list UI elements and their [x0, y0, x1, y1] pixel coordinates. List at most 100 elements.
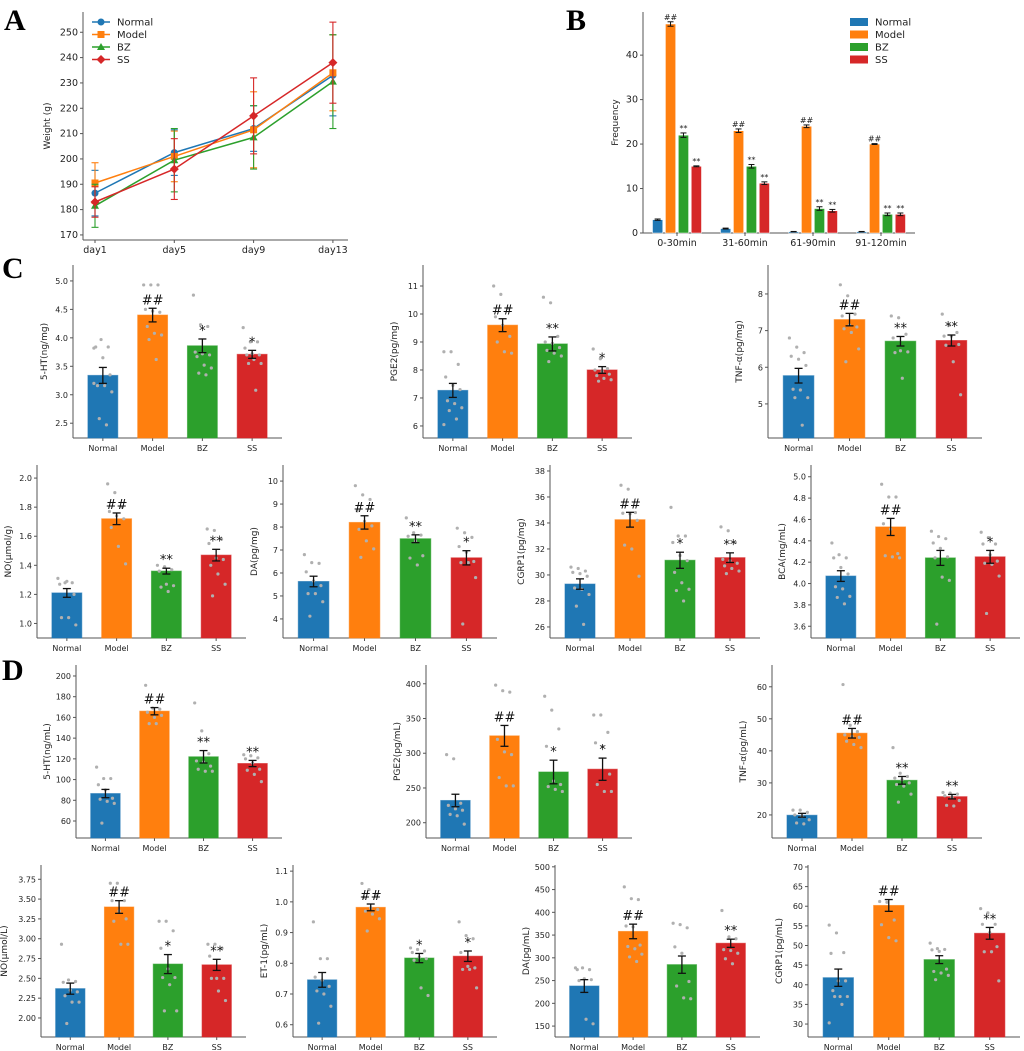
data-point: [142, 283, 146, 287]
significance-label: *: [165, 940, 172, 955]
data-point: [722, 948, 726, 952]
y-axis-label: ET-1(pg/mL): [260, 924, 270, 979]
x-tick-label: Model: [840, 844, 864, 853]
y-tick-label: 5: [273, 592, 278, 601]
bar-normal: [55, 988, 86, 1038]
bar-bz: [923, 959, 955, 1038]
marker-diamond: [249, 111, 259, 121]
y-tick-label: 60: [61, 817, 71, 826]
data-point: [445, 399, 450, 403]
data-point: [952, 804, 956, 808]
data-point: [598, 357, 602, 361]
data-point: [633, 510, 638, 515]
data-point: [569, 565, 573, 569]
data-point: [216, 989, 221, 993]
data-point: [159, 946, 163, 950]
data-point: [793, 813, 797, 817]
data-point: [209, 366, 213, 370]
data-point: [256, 756, 260, 760]
data-point: [497, 775, 501, 780]
y-axis-label: BCA(mg/mL): [778, 523, 788, 580]
data-point: [800, 423, 804, 427]
data-point: [878, 899, 882, 904]
data-point: [122, 899, 126, 903]
x-tick-label: Model: [491, 444, 515, 453]
data-point: [105, 799, 109, 803]
data-point: [116, 544, 121, 549]
bar-normal: [569, 985, 600, 1038]
x-tick-label: Model: [353, 644, 377, 653]
data-point: [242, 753, 246, 757]
data-point: [112, 801, 116, 806]
data-point: [941, 790, 945, 795]
data-point: [106, 345, 110, 349]
data-point: [891, 336, 895, 340]
data-point: [63, 994, 67, 998]
data-point: [122, 517, 126, 521]
data-point: [124, 917, 128, 921]
data-point: [221, 557, 225, 562]
bar-normal: [652, 219, 663, 234]
data-point: [806, 396, 810, 400]
data-point: [997, 979, 1001, 983]
data-point: [842, 327, 846, 331]
data-point: [58, 582, 62, 586]
data-point: [459, 561, 463, 565]
bar-ss: [450, 557, 483, 639]
data-point: [879, 923, 884, 927]
y-tick-label: 36: [535, 493, 545, 502]
bar-model: [348, 521, 381, 639]
data-point: [442, 350, 446, 354]
data-point: [96, 783, 100, 787]
data-point: [209, 976, 214, 980]
data-point: [215, 976, 219, 980]
legend-label: SS: [117, 55, 130, 66]
bar-ss: [714, 557, 746, 639]
data-point: [126, 942, 130, 946]
data-point: [157, 919, 161, 923]
data-point: [200, 729, 204, 733]
y-tick-label: 0.9: [275, 929, 288, 938]
significance-label: ##: [494, 710, 516, 725]
bar-model: [355, 906, 386, 1038]
y-tick-label: 30: [626, 95, 638, 106]
x-tick-label: Model: [838, 444, 862, 453]
x-tick-label: BZ: [414, 1043, 425, 1051]
data-point: [798, 808, 802, 812]
significance-label: ##: [841, 713, 863, 728]
y-tick-label: 30: [535, 571, 545, 580]
data-point: [852, 742, 856, 747]
bar-bz: [536, 343, 568, 439]
data-point: [198, 323, 203, 327]
marker-diamond: [328, 58, 338, 68]
data-point: [313, 592, 318, 596]
data-point: [449, 350, 453, 354]
data-point: [495, 737, 500, 741]
data-point: [857, 347, 861, 351]
data-point: [501, 689, 505, 693]
y-tick-label: 3.6: [793, 622, 806, 631]
data-point: [894, 495, 898, 499]
y-tick-label: 11: [408, 282, 418, 291]
y-tick-label: 3.25: [18, 915, 36, 924]
x-tick-label: day9: [242, 245, 266, 256]
chart-c1: 2.5 3.0 3.5 4.0 4.5 5.0 5-HT(ng/mg) Normal Model…: [40, 265, 282, 453]
data-point: [72, 592, 76, 596]
data-point: [377, 917, 382, 921]
bar-model: [733, 130, 744, 234]
legend-swatch: [850, 30, 868, 39]
significance-label: **: [896, 761, 910, 776]
y-tick-label: 80: [61, 796, 71, 805]
x-tick-label: BZ: [935, 644, 946, 653]
data-point: [360, 881, 364, 886]
data-point: [442, 422, 446, 427]
x-tick-label: BZ: [934, 1043, 945, 1051]
data-point: [680, 581, 684, 585]
data-point: [223, 582, 227, 586]
data-point: [584, 1017, 588, 1021]
y-tick-label: 200: [535, 999, 550, 1008]
bar-bz: [152, 963, 184, 1038]
data-point: [115, 881, 119, 885]
significance-label: *: [987, 535, 994, 550]
data-point: [306, 592, 310, 596]
